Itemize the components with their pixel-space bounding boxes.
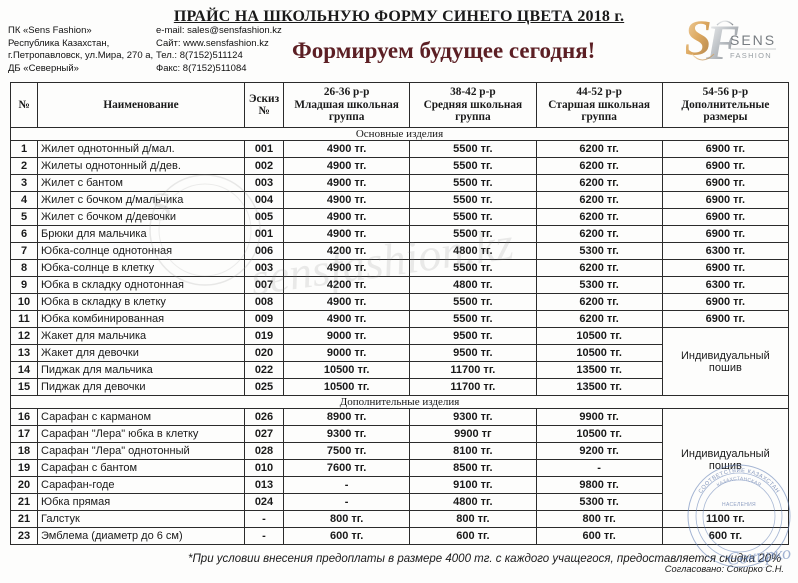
svg-text:SENS: SENS — [730, 32, 776, 48]
svg-text:S: S — [150, 184, 172, 229]
svg-text:FASHION: FASHION — [730, 51, 772, 60]
svg-text:sensfashion.kz: sensfashion.kz — [247, 218, 516, 305]
